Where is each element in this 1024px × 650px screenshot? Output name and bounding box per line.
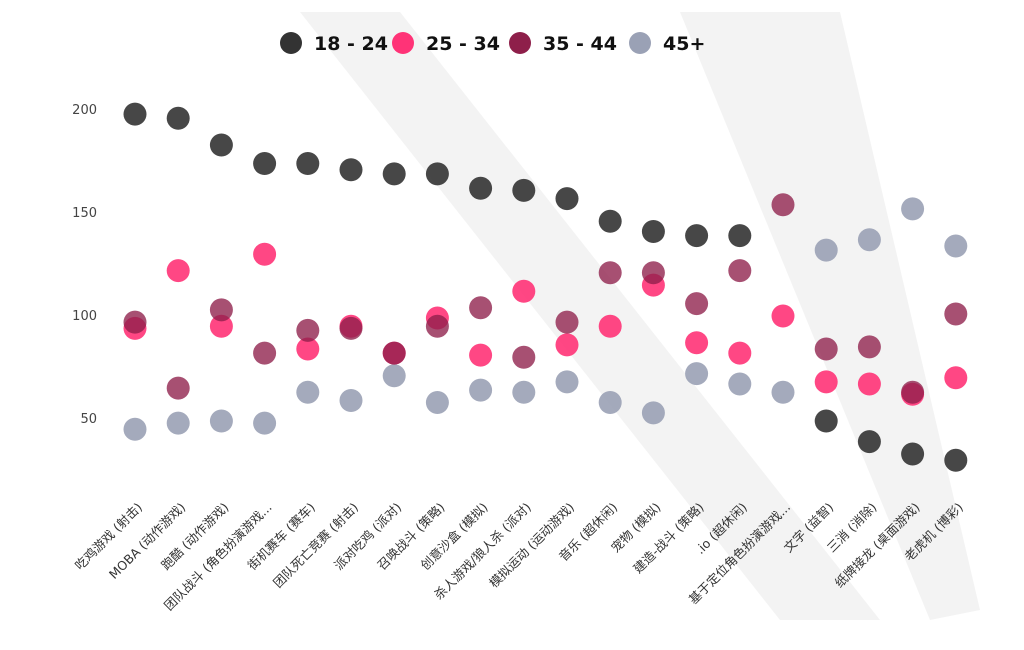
y-axis: 50 100 150 200 [72,103,97,427]
data-point [944,366,968,390]
data-point [857,430,881,454]
data-point [296,318,320,342]
legend-label: 35 - 44 [543,33,617,55]
data-point [469,176,493,200]
data-point [814,409,838,433]
data-point [944,448,968,472]
legend-marker [392,32,414,54]
data-point [382,341,406,365]
data-point [512,345,536,369]
data-point [339,316,363,340]
data-point [944,302,968,326]
y-tick-label: 50 [80,412,97,427]
data-point [123,417,147,441]
data-point [512,178,536,202]
data-point [598,391,622,415]
legend: 18 - 24 25 - 34 35 - 44 45+ [280,32,705,55]
data-point [425,391,449,415]
data-point [425,314,449,338]
data-point [166,106,190,130]
data-point [814,370,838,394]
data-point [209,314,233,338]
data-point [209,133,233,157]
data-point [771,304,795,328]
data-point [685,224,709,248]
data-point [253,411,277,435]
legend-marker [509,32,531,54]
watermark-logo [300,12,980,620]
data-point [771,380,795,404]
y-tick-label: 200 [72,103,97,118]
legend-marker [280,32,302,54]
data-point [685,331,709,355]
data-point [382,364,406,388]
data-point [641,220,665,244]
data-point [555,333,579,357]
data-point [166,411,190,435]
data-point [469,378,493,402]
data-point [598,209,622,233]
data-point [166,259,190,283]
data-point [253,341,277,365]
data-point [728,372,752,396]
data-point [555,370,579,394]
data-point [253,152,277,176]
data-point [253,242,277,266]
data-point [339,158,363,182]
legend-label: 18 - 24 [314,33,388,55]
data-point [469,296,493,320]
data-point [728,259,752,283]
data-point [641,401,665,425]
data-point [296,152,320,176]
data-point [339,388,363,412]
legend-label: 45+ [663,33,705,55]
data-point [469,343,493,367]
data-point [814,337,838,361]
y-tick-label: 100 [72,309,97,324]
data-point [901,380,925,404]
data-point [123,310,147,334]
data-point [598,261,622,285]
data-point [857,228,881,252]
data-point [425,162,449,186]
data-point [555,310,579,334]
data-point [166,376,190,400]
y-tick-label: 150 [72,206,97,221]
data-point [512,380,536,404]
data-point [123,102,147,126]
data-point [685,292,709,316]
data-point [857,335,881,359]
data-point [728,224,752,248]
data-point [685,362,709,386]
data-point [296,337,320,361]
data-point [771,193,795,217]
data-point [814,238,838,262]
data-point [728,341,752,365]
data-points [123,102,968,472]
data-point [209,298,233,322]
data-point [512,279,536,303]
data-point [382,162,406,186]
data-point [296,380,320,404]
data-point [555,187,579,211]
data-point [641,261,665,285]
data-point [901,197,925,221]
data-point [209,409,233,433]
legend-label: 25 - 34 [426,33,500,55]
data-point [598,314,622,338]
data-point [944,234,968,258]
legend-marker [629,32,651,54]
data-point [901,442,925,466]
data-point [857,372,881,396]
